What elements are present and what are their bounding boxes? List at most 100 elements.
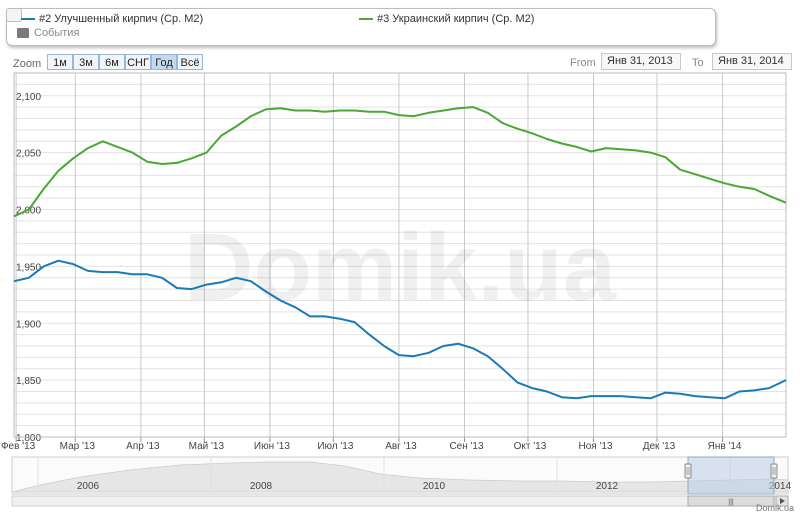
scrollbar-thumb[interactable] bbox=[687, 495, 775, 507]
data-point[interactable] bbox=[323, 315, 326, 318]
data-point[interactable] bbox=[516, 127, 519, 130]
legend-item-events[interactable]: События bbox=[17, 27, 79, 39]
data-point[interactable] bbox=[353, 109, 356, 112]
data-point[interactable] bbox=[784, 201, 787, 204]
data-point[interactable] bbox=[294, 109, 297, 112]
data-point[interactable] bbox=[309, 109, 312, 112]
data-point[interactable] bbox=[412, 355, 415, 358]
data-point[interactable] bbox=[338, 317, 341, 320]
data-point[interactable] bbox=[27, 276, 30, 279]
data-point[interactable] bbox=[309, 315, 312, 318]
data-point[interactable] bbox=[397, 354, 400, 357]
data-point[interactable] bbox=[738, 185, 741, 188]
data-point[interactable] bbox=[249, 115, 252, 118]
data-point[interactable] bbox=[101, 140, 104, 143]
data-point[interactable] bbox=[383, 110, 386, 113]
navigator-left-handle[interactable] bbox=[684, 463, 692, 479]
data-point[interactable] bbox=[723, 397, 726, 400]
data-point[interactable] bbox=[560, 396, 563, 399]
zoom-button-1[interactable]: 3м bbox=[73, 54, 99, 70]
navigator-right-handle[interactable] bbox=[770, 463, 778, 479]
data-point[interactable] bbox=[264, 290, 267, 293]
data-point[interactable] bbox=[605, 395, 608, 398]
data-point[interactable] bbox=[205, 283, 208, 286]
zoom-button-5[interactable]: Всё bbox=[177, 54, 203, 70]
data-point[interactable] bbox=[619, 148, 622, 151]
data-point[interactable] bbox=[190, 157, 193, 160]
data-point[interactable] bbox=[694, 173, 697, 176]
data-point[interactable] bbox=[457, 342, 460, 345]
data-point[interactable] bbox=[86, 269, 89, 272]
data-point[interactable] bbox=[575, 397, 578, 400]
data-point[interactable] bbox=[146, 160, 149, 163]
from-date-input[interactable] bbox=[601, 53, 681, 70]
data-point[interactable] bbox=[501, 122, 504, 125]
data-point[interactable] bbox=[679, 168, 682, 171]
data-point[interactable] bbox=[501, 367, 504, 370]
data-point[interactable] bbox=[784, 379, 787, 382]
data-point[interactable] bbox=[590, 150, 593, 153]
data-point[interactable] bbox=[768, 194, 771, 197]
data-point[interactable] bbox=[649, 151, 652, 154]
data-point[interactable] bbox=[220, 134, 223, 137]
data-point[interactable] bbox=[457, 107, 460, 110]
data-point[interactable] bbox=[486, 111, 489, 114]
data-point[interactable] bbox=[531, 132, 534, 135]
data-point[interactable] bbox=[161, 276, 164, 279]
data-point[interactable] bbox=[368, 110, 371, 113]
legend-item-series2[interactable]: #2 Улучшенный кирпич (Ср. М2) bbox=[21, 13, 203, 25]
data-point[interactable] bbox=[249, 280, 252, 283]
data-point[interactable] bbox=[72, 263, 75, 266]
data-point[interactable] bbox=[131, 273, 134, 276]
data-point[interactable] bbox=[220, 281, 223, 284]
data-point[interactable] bbox=[471, 347, 474, 350]
data-point[interactable] bbox=[131, 151, 134, 154]
data-point[interactable] bbox=[427, 351, 430, 354]
data-point[interactable] bbox=[368, 333, 371, 336]
data-point[interactable] bbox=[516, 381, 519, 384]
data-point[interactable] bbox=[427, 111, 430, 114]
zoom-button-3[interactable]: СНГ bbox=[125, 54, 151, 70]
data-point[interactable] bbox=[72, 157, 75, 160]
data-point[interactable] bbox=[560, 142, 563, 145]
data-point[interactable] bbox=[116, 145, 119, 148]
data-point[interactable] bbox=[279, 299, 282, 302]
data-point[interactable] bbox=[264, 108, 267, 111]
data-point[interactable] bbox=[471, 106, 474, 109]
legend-toggle-icon[interactable] bbox=[6, 8, 22, 22]
data-point[interactable] bbox=[753, 187, 756, 190]
data-point[interactable] bbox=[161, 162, 164, 165]
data-point[interactable] bbox=[634, 396, 637, 399]
data-point[interactable] bbox=[27, 208, 30, 211]
data-point[interactable] bbox=[86, 147, 89, 150]
data-point[interactable] bbox=[294, 306, 297, 309]
zoom-button-2[interactable]: 6м bbox=[99, 54, 125, 70]
data-point[interactable] bbox=[694, 395, 697, 398]
data-point[interactable] bbox=[57, 259, 60, 262]
data-point[interactable] bbox=[397, 114, 400, 117]
data-point[interactable] bbox=[383, 344, 386, 347]
data-point[interactable] bbox=[664, 391, 667, 394]
data-point[interactable] bbox=[235, 276, 238, 279]
data-point[interactable] bbox=[235, 125, 238, 128]
data-point[interactable] bbox=[190, 288, 193, 291]
data-point[interactable] bbox=[634, 149, 637, 152]
data-point[interactable] bbox=[146, 273, 149, 276]
data-point[interactable] bbox=[486, 355, 489, 358]
data-point[interactable] bbox=[649, 397, 652, 400]
data-point[interactable] bbox=[545, 390, 548, 393]
zoom-button-0[interactable]: 1м bbox=[47, 54, 73, 70]
data-point[interactable] bbox=[12, 215, 15, 218]
legend-item-series3[interactable]: #3 Украинский кирпич (Ср. М2) bbox=[359, 13, 534, 25]
data-point[interactable] bbox=[57, 169, 60, 172]
data-point[interactable] bbox=[412, 115, 415, 118]
data-point[interactable] bbox=[679, 392, 682, 395]
data-point[interactable] bbox=[353, 321, 356, 324]
data-point[interactable] bbox=[442, 109, 445, 112]
data-point[interactable] bbox=[42, 187, 45, 190]
zoom-button-4[interactable]: Год bbox=[151, 54, 177, 70]
data-point[interactable] bbox=[723, 182, 726, 185]
data-point[interactable] bbox=[664, 156, 667, 159]
data-point[interactable] bbox=[605, 147, 608, 150]
to-date-input[interactable] bbox=[712, 53, 792, 70]
